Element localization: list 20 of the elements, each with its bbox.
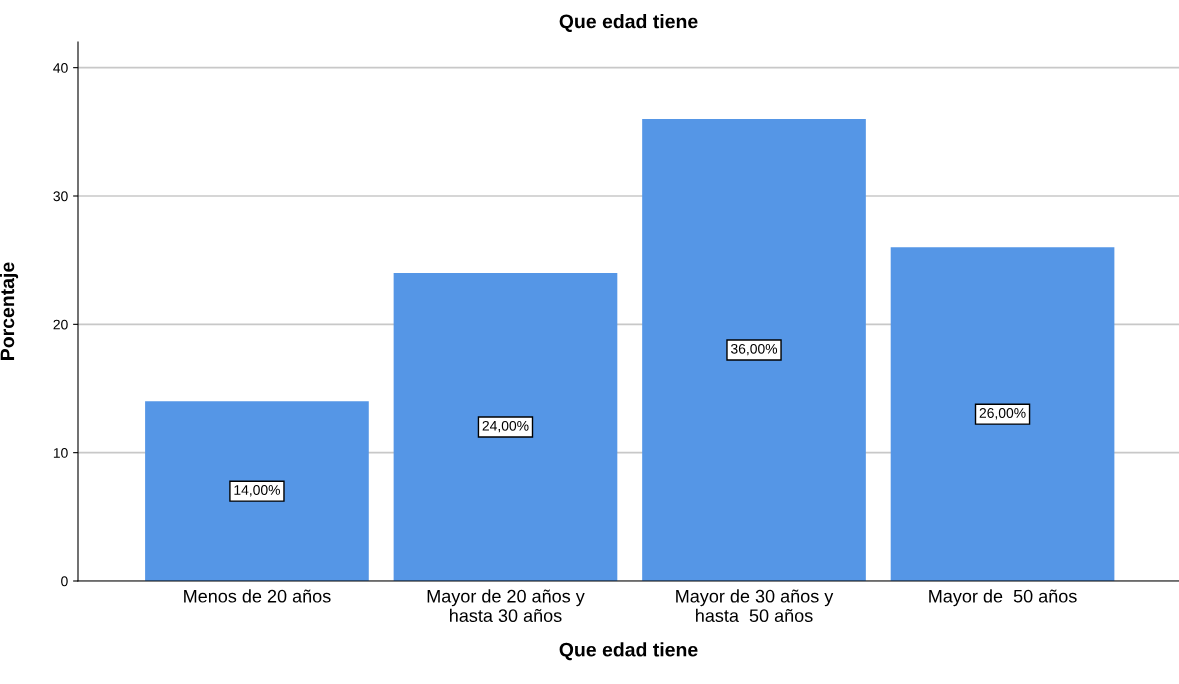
x-tick-label: Mayor de 30 años y hasta 50 años (676, 589, 834, 623)
x-tick-label: Menos de 20 años (184, 589, 331, 603)
y-axis-title: Porcentaje (0, 262, 19, 360)
bar (145, 401, 369, 581)
x-tick-label: Mayor de 50 años (929, 589, 1077, 607)
data-label: 24,00% (482, 420, 529, 433)
chart-title: Que edad tiene (559, 14, 698, 32)
y-tick-label: 30 (53, 191, 68, 202)
data-label: 14,00% (234, 485, 280, 497)
x-axis-title: Que edad tiene (559, 642, 698, 661)
y-tick-label: 20 (53, 319, 68, 330)
y-tick-label: 0 (61, 576, 68, 587)
y-tick-label: 40 (53, 63, 68, 73)
data-label: 36,00% (730, 343, 778, 356)
bar (890, 247, 1115, 581)
x-tick-label: Mayor de 20 años y hasta 30 años (427, 589, 585, 623)
bar (393, 273, 618, 581)
data-label: 26,00% (979, 408, 1026, 420)
y-tick-label: 10 (53, 448, 68, 458)
bar (642, 119, 866, 581)
